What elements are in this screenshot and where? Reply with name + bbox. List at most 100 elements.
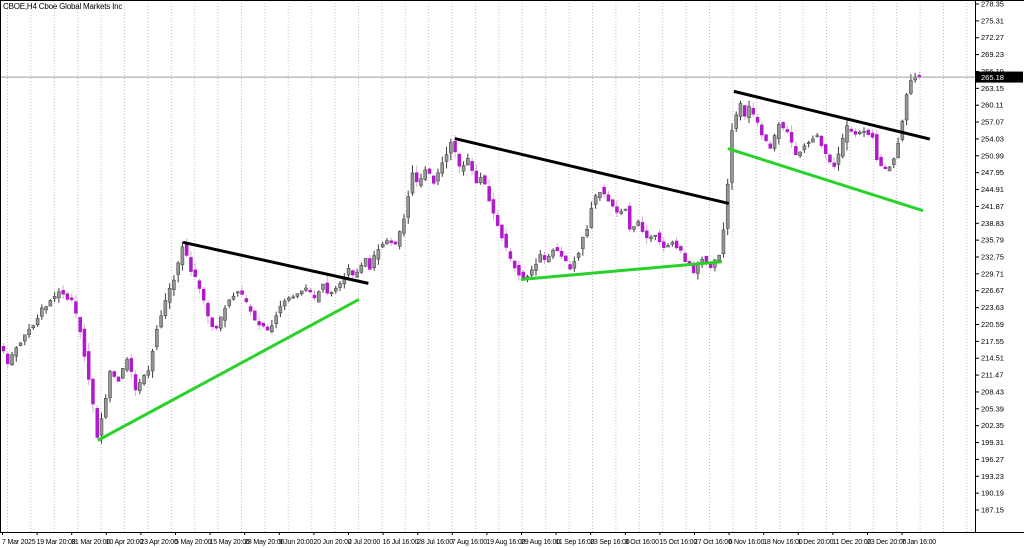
bull-candle-body (125, 359, 129, 371)
bull-candle-body (176, 262, 180, 275)
price-tick-label: 199.31 (981, 438, 1004, 447)
price-tick-label: 205.39 (981, 404, 1004, 413)
bull-candle-body (138, 382, 142, 392)
time-tick-label: 10 Apr 20:00 (106, 539, 144, 546)
bull-candle-body (372, 255, 376, 269)
bull-candle-body (223, 308, 227, 321)
candles-layer (1, 71, 922, 444)
bull-candle-body (287, 297, 291, 301)
bear-candle-body (610, 199, 615, 207)
bear-candle-body (312, 294, 317, 299)
bid-price-label-text: 265.18 (981, 73, 1004, 82)
bull-candle-body (363, 258, 368, 267)
trendline-support-3[interactable] (727, 147, 924, 213)
bear-candle-body (432, 175, 436, 184)
bull-candle-body (121, 368, 125, 379)
price-tick-label: 217.55 (981, 337, 1004, 346)
bull-candle-body (887, 166, 892, 172)
bull-candle-body (35, 318, 40, 326)
time-tick-label: 29 Aug 16:00 (521, 539, 560, 546)
bear-candle-body (555, 247, 560, 252)
bear-candle-body (781, 122, 785, 129)
bull-candle-body (376, 249, 381, 260)
bull-candle-body (802, 145, 807, 150)
price-tick-label: 220.59 (981, 320, 1004, 329)
bull-candle-body (278, 306, 283, 314)
price-tick-label: 232.75 (981, 253, 1004, 262)
bear-candle-body (69, 297, 74, 301)
bear-candle-body (568, 264, 572, 270)
bear-candle-body (564, 255, 568, 262)
bull-candle-body (547, 255, 551, 263)
price-tick-label: 226.67 (981, 286, 1004, 295)
bull-candle-body (172, 279, 176, 290)
bull-candle-body (419, 178, 423, 186)
trendline-support-1[interactable] (97, 298, 360, 442)
bull-candle-body (423, 169, 427, 180)
price-tick-label: 214.51 (981, 354, 1004, 363)
bull-candle-body (40, 307, 44, 317)
time-tick-label: 23 Sep 16:00 (590, 539, 630, 546)
bear-candle-body (206, 302, 210, 317)
bear-candle-body (414, 172, 419, 183)
time-tick-label: 7 Aug 16:00 (452, 539, 487, 546)
trendline-support-2[interactable] (520, 260, 723, 281)
bear-candle-body (491, 199, 496, 214)
bear-candle-body (257, 321, 261, 326)
bear-candle-body (657, 232, 662, 243)
bull-candle-body (410, 172, 415, 194)
bull-candle-body (52, 296, 57, 300)
bull-candle-body (18, 342, 23, 346)
bear-candle-body (542, 255, 547, 260)
bull-candle-body (653, 234, 658, 237)
bear-candle-body (875, 134, 879, 160)
bear-candle-body (201, 288, 206, 301)
bull-candle-body (163, 300, 168, 316)
bear-candle-body (193, 269, 197, 278)
bear-candle-body (1, 346, 6, 352)
bull-candle-body (632, 226, 636, 230)
bear-candle-body (755, 117, 760, 123)
bull-candle-body (798, 151, 802, 157)
price-tick-label: 223.63 (981, 303, 1004, 312)
trendline-resistance-3[interactable] (733, 89, 931, 141)
bull-candle-body (304, 287, 308, 291)
time-tick-label: 15 Oct 16:00 (659, 539, 697, 546)
trendline-resistance-2[interactable] (454, 137, 730, 205)
bull-candle-body (48, 300, 53, 307)
bear-candle-body (6, 353, 10, 365)
bull-candle-body (806, 142, 811, 145)
bear-candle-body (645, 230, 649, 239)
bear-candle-body (879, 156, 883, 167)
time-tick-label: 28 May 20:00 (244, 539, 284, 546)
bull-candle-body (529, 269, 534, 276)
bull-candle-body (31, 325, 36, 328)
bear-candle-body (86, 351, 91, 380)
bear-candle-body (116, 376, 121, 382)
bear-candle-body (78, 316, 82, 333)
bear-candle-body (261, 322, 266, 327)
bull-candle-body (402, 218, 406, 234)
bull-candle-body (717, 254, 721, 261)
bear-candle-body (504, 233, 508, 248)
bull-candle-body (466, 158, 470, 166)
bear-candle-body (708, 263, 713, 269)
time-tick-label: 18 Nov 16:00 (763, 539, 803, 546)
trendline-resistance-1[interactable] (182, 240, 369, 285)
time-tick-label: 27 Oct 16:00 (694, 539, 732, 546)
bull-candle-body (623, 208, 628, 211)
bear-candle-body (606, 194, 611, 202)
bid-price-label-bg (976, 71, 1023, 83)
bear-candle-body (823, 144, 828, 154)
bull-candle-body (461, 165, 466, 172)
bear-candle-body (368, 258, 372, 270)
price-tick-label: 193.23 (981, 472, 1004, 481)
bear-candle-body (760, 124, 764, 136)
bear-candle-body (866, 129, 871, 135)
bull-candle-body (811, 138, 815, 143)
price-tick-label: 247.95 (981, 168, 1004, 177)
bull-candle-body (406, 196, 410, 218)
bull-candle-body (777, 124, 781, 139)
bear-candle-body (453, 141, 457, 153)
